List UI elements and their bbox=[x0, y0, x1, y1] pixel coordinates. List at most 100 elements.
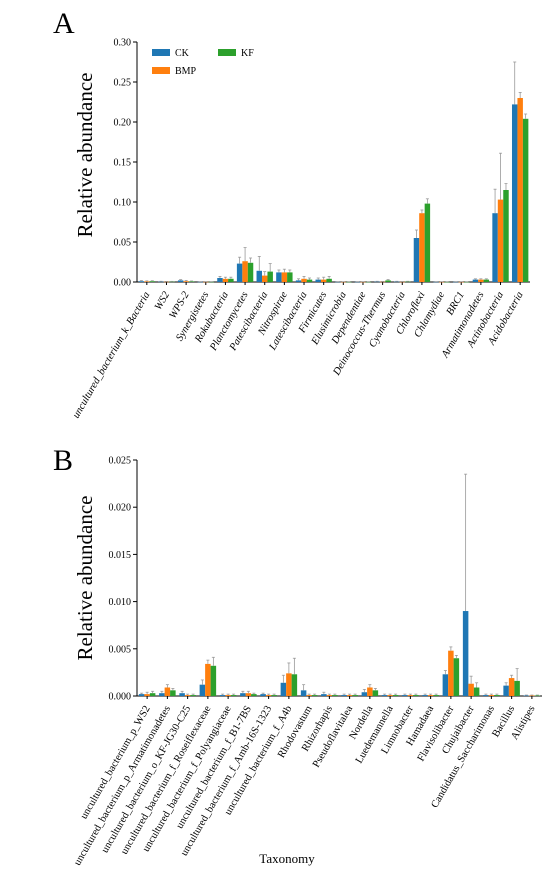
bar-kf bbox=[247, 262, 254, 282]
bar-kf bbox=[503, 190, 509, 282]
bar-kf bbox=[453, 658, 460, 696]
bar-kf bbox=[306, 279, 313, 282]
bar-ck bbox=[503, 685, 509, 696]
y-tick-label: 0.00 bbox=[114, 278, 132, 289]
bar-kf bbox=[483, 279, 490, 282]
bar-ck bbox=[158, 281, 164, 283]
bar-bmp bbox=[407, 695, 414, 696]
bar-bmp bbox=[529, 695, 535, 697]
y-tick-label: 0.020 bbox=[109, 503, 132, 514]
bar-kf bbox=[413, 695, 419, 696]
bar-bmp bbox=[478, 279, 484, 282]
bar-kf bbox=[522, 118, 529, 282]
bar-kf bbox=[332, 695, 338, 696]
bar-kf bbox=[392, 695, 399, 696]
bar-kf bbox=[352, 695, 358, 696]
bar-kf bbox=[424, 203, 431, 282]
bar-bmp bbox=[144, 281, 150, 282]
bar-bmp bbox=[367, 687, 373, 696]
y-tick-label: 0.000 bbox=[109, 692, 132, 703]
bar-bmp bbox=[517, 98, 523, 282]
bar-kf bbox=[444, 281, 450, 283]
y-tick-label: 0.10 bbox=[114, 198, 132, 209]
bar-kf bbox=[271, 695, 277, 696]
bar-ck bbox=[394, 281, 400, 283]
bar-kf bbox=[433, 695, 439, 696]
bar-kf bbox=[534, 695, 541, 697]
bar-kf bbox=[385, 280, 391, 282]
bar-kf bbox=[346, 281, 352, 283]
bar-kf bbox=[208, 281, 214, 283]
bar-bmp bbox=[163, 281, 170, 283]
bar-bmp bbox=[144, 694, 150, 696]
bar-bmp bbox=[458, 281, 464, 283]
bar-bmp bbox=[326, 695, 333, 696]
bar-kf bbox=[228, 278, 234, 282]
bar-kf bbox=[188, 281, 195, 282]
legend-swatch-bmp bbox=[152, 67, 170, 74]
bar-bmp bbox=[468, 683, 474, 696]
bar-bmp bbox=[427, 695, 434, 696]
bar-bmp bbox=[379, 281, 386, 283]
bar-ck bbox=[240, 693, 246, 696]
bar-kf bbox=[463, 281, 470, 283]
bar-ck bbox=[300, 690, 307, 696]
bar-bmp bbox=[281, 272, 288, 282]
bar-ck bbox=[219, 695, 226, 696]
bar-kf bbox=[149, 693, 156, 696]
bar-kf bbox=[405, 281, 411, 283]
y-tick-label: 0.20 bbox=[114, 118, 132, 129]
bar-kf bbox=[311, 695, 318, 696]
bar-bmp bbox=[497, 199, 504, 282]
bar-ck bbox=[280, 682, 287, 696]
bar-bmp bbox=[508, 678, 515, 696]
bar-kf bbox=[210, 665, 217, 696]
y-tick-label: 0.025 bbox=[109, 456, 132, 467]
bar-kf bbox=[372, 690, 379, 696]
y-tick-label: 0.015 bbox=[109, 550, 132, 561]
bar-ck bbox=[354, 281, 361, 283]
y-tick-label: 0.05 bbox=[114, 238, 132, 249]
bar-bmp bbox=[205, 663, 211, 696]
bar-kf bbox=[169, 281, 175, 283]
bar-ck bbox=[177, 280, 184, 282]
bar-kf bbox=[494, 695, 500, 696]
bar-bmp bbox=[261, 275, 268, 282]
bar-ck bbox=[256, 270, 262, 282]
y-tick-label: 0.005 bbox=[109, 644, 132, 655]
x-tick-label: uncultured_bacterium_k_Bacteria bbox=[71, 290, 153, 420]
bar-ck bbox=[381, 695, 388, 696]
bar-bmp bbox=[301, 278, 307, 282]
bar-bmp bbox=[438, 281, 445, 283]
bar-ck bbox=[295, 280, 302, 282]
bar-ck bbox=[315, 279, 321, 282]
bar-bmp bbox=[419, 213, 425, 282]
bar-ck bbox=[374, 281, 380, 283]
bar-ck bbox=[138, 694, 145, 696]
bar-bmp bbox=[245, 693, 252, 696]
x-tick-label: WS2 bbox=[153, 289, 173, 312]
bar-ck bbox=[159, 693, 165, 696]
bar-ck bbox=[483, 695, 489, 696]
bar-bmp bbox=[340, 281, 347, 283]
bar-kf bbox=[365, 281, 372, 283]
bar-ck bbox=[413, 238, 420, 282]
y-axis-label-a: Relative abundance bbox=[73, 72, 97, 237]
bar-ck bbox=[179, 693, 185, 696]
bar-ck bbox=[402, 695, 408, 696]
bar-bmp bbox=[203, 281, 209, 283]
bar-kf bbox=[190, 695, 196, 696]
bar-ck bbox=[260, 694, 266, 696]
bar-bmp bbox=[399, 281, 406, 283]
bar-bmp bbox=[225, 695, 231, 696]
bar-bmp bbox=[346, 695, 353, 696]
bar-ck bbox=[453, 281, 459, 283]
bar-ck bbox=[422, 695, 428, 696]
bar-ck bbox=[442, 674, 449, 696]
bar-bmp bbox=[360, 281, 366, 283]
bar-ck bbox=[236, 263, 243, 282]
bar-ck bbox=[523, 695, 530, 697]
bar-kf bbox=[326, 278, 332, 282]
bar-ck bbox=[462, 611, 469, 696]
